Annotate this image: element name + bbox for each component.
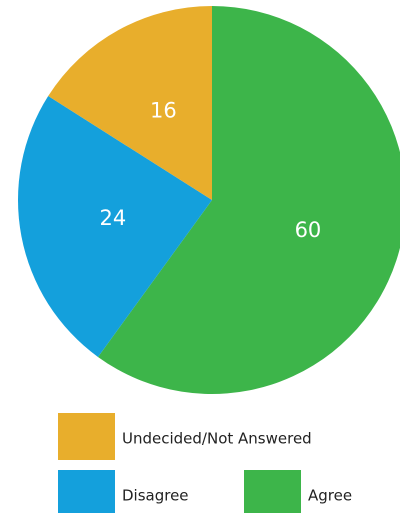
legend-swatch [58,413,115,460]
legend-swatch [244,470,301,513]
pie-slice [97,6,400,394]
legend-label: Undecided/Not Answered [122,430,312,448]
legend-label: Agree [308,487,352,505]
pie-slice [48,5,213,200]
data-label: 24 [100,206,127,230]
data-label: 16 [150,99,177,123]
legend-swatch [58,470,115,513]
legend-label: Disagree [122,487,189,505]
data-label: 60 [295,218,322,242]
pie-slice [18,96,212,357]
